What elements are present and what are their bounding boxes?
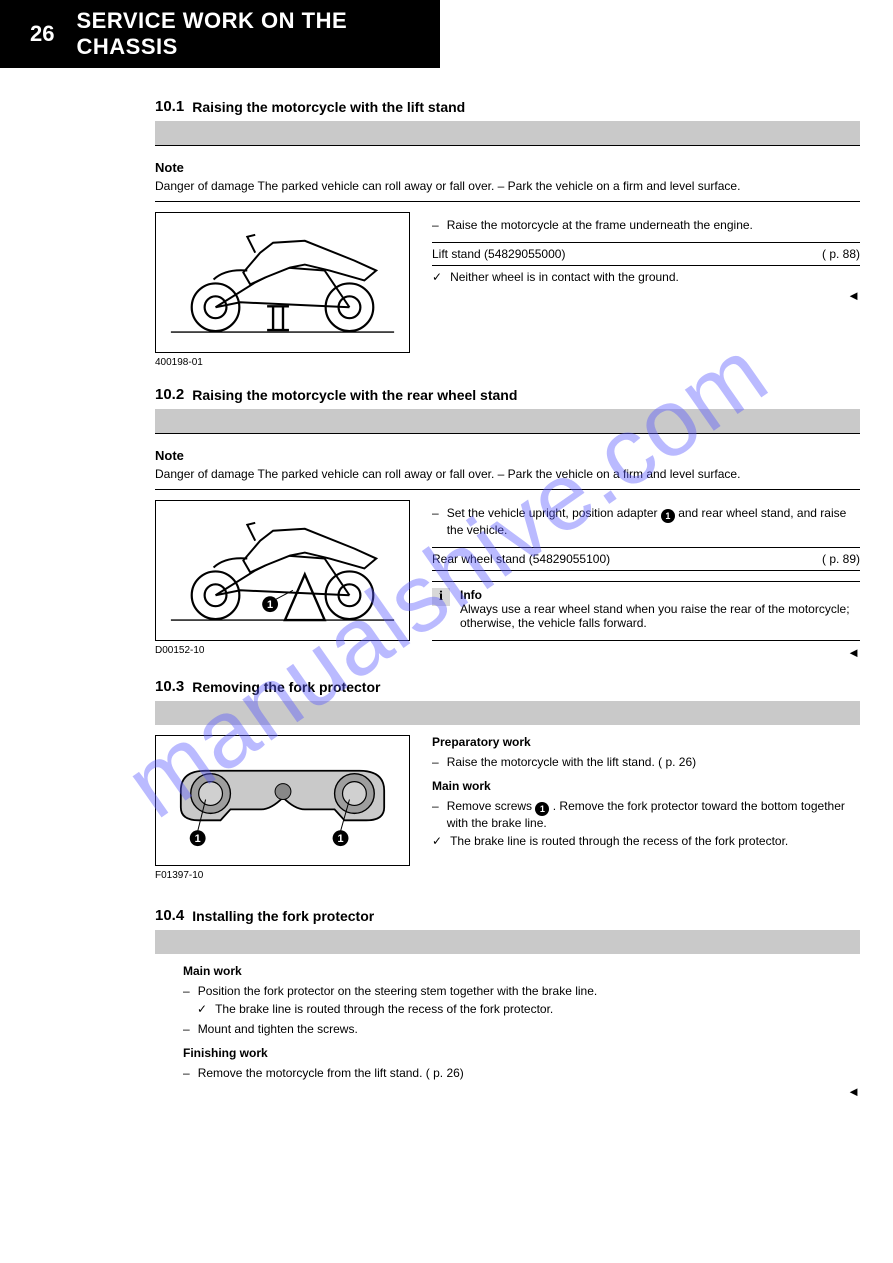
- section-heading: 10.1 Raising the motorcycle with the lif…: [155, 98, 860, 115]
- tool-name: Lift stand (54829055000): [432, 247, 565, 261]
- tool-name: Rear wheel stand (54829055100): [432, 552, 610, 566]
- figure-rear-stand: 1: [155, 500, 410, 641]
- back-arrow: ◄: [183, 1084, 860, 1099]
- back-arrow: ◄: [432, 288, 860, 303]
- note-block: Note Danger of damage The parked vehicle…: [155, 160, 860, 193]
- dash-bullet: [183, 984, 190, 998]
- svg-text:1: 1: [195, 833, 201, 845]
- section-title: Installing the fork protector: [192, 908, 860, 924]
- dash-bullet: [432, 218, 439, 232]
- note-text: Danger of damage The parked vehicle can …: [155, 179, 860, 193]
- page-header: 26 SERVICE WORK ON THE CHASSIS: [0, 0, 440, 68]
- section-gray-bar: [155, 409, 860, 433]
- finish-text: Remove the motorcycle from the lift stan…: [198, 1066, 464, 1080]
- page-number: 26: [30, 21, 54, 47]
- step-text: Set the vehicle upright, position adapte…: [447, 506, 860, 537]
- section-gray-bar: [155, 701, 860, 725]
- page-title: SERVICE WORK ON THE CHASSIS: [76, 8, 440, 60]
- callout-1: 1: [535, 802, 549, 816]
- callout-1: 1: [661, 509, 675, 523]
- dash-bullet: [183, 1066, 190, 1080]
- check-text: Neither wheel is in contact with the gro…: [450, 270, 679, 284]
- check-text: The brake line is routed through the rec…: [215, 1002, 553, 1016]
- info-icon: i: [432, 588, 450, 606]
- info-label: Info: [460, 588, 860, 602]
- svg-text:1: 1: [267, 599, 273, 611]
- svg-text:1: 1: [337, 833, 343, 845]
- dash-bullet: [432, 755, 439, 769]
- check-icon: ✓: [432, 834, 442, 848]
- figure-fork-protector: 1 1: [155, 735, 410, 866]
- section-title: Raising the motorcycle with the rear whe…: [192, 387, 860, 403]
- check-text: The brake line is routed through the rec…: [450, 834, 788, 848]
- prep-text: Raise the motorcycle with the lift stand…: [447, 755, 696, 769]
- section-number: 10.4: [155, 907, 184, 924]
- page-content: 10.1 Raising the motorcycle with the lif…: [155, 98, 860, 1099]
- section-title: Raising the motorcycle with the lift sta…: [192, 99, 860, 115]
- finish-label: Finishing work: [183, 1046, 860, 1060]
- note-title: Note: [155, 160, 860, 175]
- step-text: Raise the motorcycle at the frame undern…: [447, 218, 753, 232]
- figure-caption: 400198-01: [155, 357, 410, 368]
- tool-row: Rear wheel stand (54829055100) ( p. 89): [432, 547, 860, 571]
- section-heading: 10.3 Removing the fork protector: [155, 678, 860, 695]
- section-heading: 10.2 Raising the motorcycle with the rea…: [155, 386, 860, 403]
- section-number: 10.2: [155, 386, 184, 403]
- info-block: i Info Always use a rear wheel stand whe…: [432, 581, 860, 641]
- dash-bullet: [183, 1022, 190, 1036]
- section-gray-bar: [155, 121, 860, 145]
- step-text: Position the fork protector on the steer…: [198, 984, 598, 998]
- prep-label: Preparatory work: [432, 735, 860, 749]
- tool-ref: ( p. 88): [822, 247, 860, 261]
- section-number: 10.1: [155, 98, 184, 115]
- section-number: 10.3: [155, 678, 184, 695]
- note-block: Note Danger of damage The parked vehicle…: [155, 448, 860, 481]
- main-label: Main work: [432, 779, 860, 793]
- note-title: Note: [155, 448, 860, 463]
- section-gray-bar: [155, 930, 860, 954]
- figure-caption: F01397-10: [155, 870, 410, 881]
- check-icon: ✓: [432, 270, 442, 284]
- check-icon: ✓: [197, 1002, 207, 1016]
- note-text: Danger of damage The parked vehicle can …: [155, 467, 860, 481]
- section-heading: 10.4 Installing the fork protector: [155, 907, 860, 924]
- step-text: Mount and tighten the screws.: [198, 1022, 358, 1036]
- back-arrow: ◄: [432, 645, 860, 660]
- dash-bullet: [432, 506, 439, 537]
- dash-bullet: [432, 799, 439, 830]
- tool-row: Lift stand (54829055000) ( p. 88): [432, 242, 860, 266]
- main-text: Remove screws 1 . Remove the fork protec…: [447, 799, 860, 830]
- main-label: Main work: [183, 964, 860, 978]
- tool-ref: ( p. 89): [822, 552, 860, 566]
- section-title: Removing the fork protector: [192, 679, 860, 695]
- figure-lift-stand: [155, 212, 410, 353]
- info-text: Always use a rear wheel stand when you r…: [460, 602, 860, 630]
- figure-caption: D00152-10: [155, 645, 410, 656]
